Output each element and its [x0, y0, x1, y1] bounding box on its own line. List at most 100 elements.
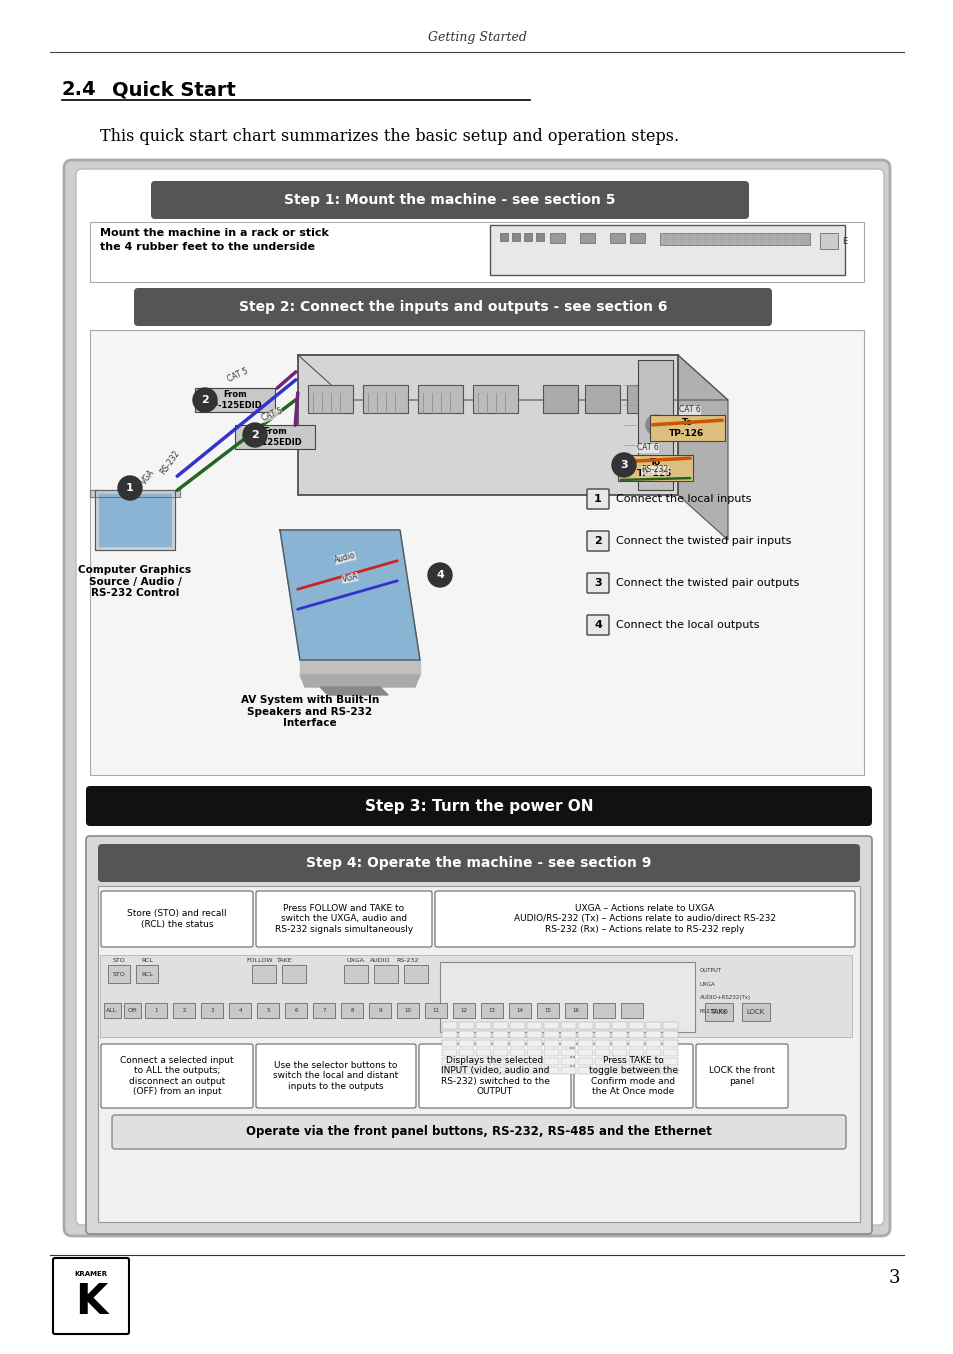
Bar	[560, 1022, 576, 1029]
Text: E: E	[841, 237, 846, 245]
Bar	[537, 1003, 558, 1018]
Text: 5: 5	[266, 1007, 270, 1013]
Polygon shape	[297, 355, 727, 399]
FancyBboxPatch shape	[112, 1114, 845, 1150]
Bar	[526, 1067, 541, 1074]
Text: Step 3: Turn the power ON: Step 3: Turn the power ON	[364, 799, 593, 814]
Bar	[490, 225, 844, 275]
Circle shape	[612, 454, 636, 477]
Text: Connect the local outputs: Connect the local outputs	[616, 620, 759, 630]
Bar	[201, 1003, 223, 1018]
Bar	[480, 1003, 502, 1018]
Bar	[493, 1067, 507, 1074]
FancyBboxPatch shape	[76, 169, 883, 1225]
Bar	[124, 1003, 141, 1018]
FancyBboxPatch shape	[151, 181, 748, 219]
Text: Mount the machine in a rack or stick: Mount the machine in a rack or stick	[100, 227, 329, 238]
Bar	[493, 1030, 507, 1039]
Text: Computer Graphics
Source / Audio /
RS-232 Control: Computer Graphics Source / Audio / RS-23…	[78, 565, 192, 598]
Text: Off: Off	[128, 1007, 136, 1013]
Text: 4: 4	[436, 570, 443, 580]
Bar	[458, 1040, 474, 1047]
Bar	[473, 385, 517, 413]
Bar	[424, 1003, 447, 1018]
Text: To
TP-126: To TP-126	[669, 418, 704, 437]
Bar	[108, 965, 130, 983]
Text: 13: 13	[488, 1007, 495, 1013]
Bar	[313, 1003, 335, 1018]
Text: Store (STO) and recall
(RCL) the status: Store (STO) and recall (RCL) the status	[127, 910, 227, 929]
Bar	[510, 1030, 524, 1039]
Bar	[104, 1003, 121, 1018]
Bar	[100, 955, 851, 1037]
Text: CAT 5: CAT 5	[260, 406, 283, 424]
Text: 3: 3	[887, 1269, 899, 1288]
Bar	[659, 233, 809, 245]
Text: UXGA: UXGA	[346, 959, 363, 963]
Text: Getting Started: Getting Started	[427, 31, 526, 45]
Bar	[645, 1067, 660, 1074]
Bar	[662, 1067, 678, 1074]
Bar	[645, 1057, 660, 1066]
Bar	[510, 1022, 524, 1029]
Bar	[510, 1040, 524, 1047]
Bar	[98, 886, 859, 1223]
Text: TAKE: TAKE	[710, 1009, 727, 1016]
Bar	[297, 355, 678, 496]
Text: RS-232: RS-232	[396, 959, 418, 963]
Text: 9: 9	[377, 1007, 381, 1013]
Bar	[90, 222, 863, 282]
Text: 2: 2	[251, 431, 258, 440]
Bar	[626, 385, 661, 413]
Text: LOCK: LOCK	[746, 1009, 764, 1016]
Bar	[579, 233, 595, 242]
Text: OUTPUT: OUTPUT	[700, 968, 721, 972]
Bar	[741, 1003, 769, 1021]
Text: 1: 1	[154, 1007, 157, 1013]
Bar	[145, 1003, 167, 1018]
Bar	[499, 233, 507, 241]
Bar	[612, 1057, 626, 1066]
Bar	[628, 1049, 643, 1056]
Text: VGA: VGA	[139, 467, 156, 486]
Bar	[493, 1057, 507, 1066]
Text: Quick Start: Quick Start	[112, 80, 235, 99]
Bar	[645, 1049, 660, 1056]
Bar	[649, 414, 724, 441]
Bar	[662, 1057, 678, 1066]
FancyBboxPatch shape	[86, 787, 871, 826]
Bar	[403, 965, 428, 983]
Bar	[560, 1049, 576, 1056]
Bar	[543, 1049, 558, 1056]
Text: CAT 6: CAT 6	[637, 444, 659, 452]
FancyBboxPatch shape	[86, 835, 871, 1233]
Bar	[476, 1030, 491, 1039]
Polygon shape	[299, 676, 419, 686]
Text: AV System with Built-In
Speakers and RS-232
Interface: AV System with Built-In Speakers and RS-…	[240, 695, 378, 728]
FancyBboxPatch shape	[586, 573, 608, 593]
Bar	[584, 385, 619, 413]
Bar	[441, 1067, 456, 1074]
FancyBboxPatch shape	[586, 531, 608, 551]
Bar	[628, 1040, 643, 1047]
Bar	[285, 1003, 307, 1018]
Bar	[90, 330, 863, 774]
Bar	[493, 1049, 507, 1056]
Text: UXGA: UXGA	[700, 982, 715, 987]
Bar	[595, 1049, 609, 1056]
Circle shape	[193, 389, 216, 412]
Bar	[441, 1049, 456, 1056]
Text: Operate via the front panel buttons, RS-232, RS-485 and the Ethernet: Operate via the front panel buttons, RS-…	[246, 1125, 711, 1139]
Bar	[172, 1003, 194, 1018]
Bar	[439, 961, 695, 1032]
Text: VGA: VGA	[341, 571, 358, 584]
FancyBboxPatch shape	[586, 489, 608, 509]
Text: Press TAKE to
toggle between the
Confirm mode and
the At Once mode: Press TAKE to toggle between the Confirm…	[588, 1056, 678, 1097]
Bar	[526, 1049, 541, 1056]
Bar	[526, 1040, 541, 1047]
Bar	[234, 425, 314, 450]
Text: RS232(Rx): RS232(Rx)	[700, 1010, 728, 1014]
Polygon shape	[99, 494, 171, 546]
Bar	[476, 1067, 491, 1074]
Text: K: K	[74, 1281, 107, 1323]
